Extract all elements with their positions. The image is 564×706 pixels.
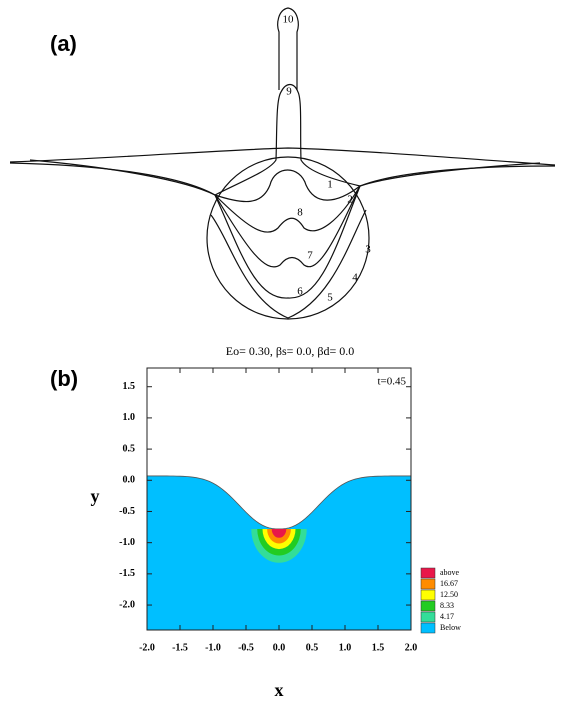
y-tick-label: 1.5 bbox=[123, 381, 136, 392]
curve-label: 5 bbox=[327, 292, 333, 304]
panel-label: (b) bbox=[50, 366, 78, 391]
y-tick-label: -1.0 bbox=[119, 537, 135, 548]
curve-label: 9 bbox=[286, 86, 292, 98]
legend-swatch bbox=[420, 622, 436, 634]
curve-label: 7 bbox=[307, 250, 313, 262]
plot-title: Eo= 0.30, βs= 0.0, βd= 0.0 bbox=[226, 344, 355, 358]
legend-swatch bbox=[420, 600, 436, 612]
y-tick-label: -1.5 bbox=[119, 568, 135, 579]
x-axis-label: x bbox=[275, 680, 284, 700]
x-tick-label: -1.0 bbox=[205, 642, 221, 653]
y-tick-label: -2.0 bbox=[119, 599, 135, 610]
y-tick-label: 0.5 bbox=[123, 443, 136, 454]
x-tick-label: -2.0 bbox=[139, 642, 155, 653]
x-tick-label: 1.0 bbox=[339, 642, 352, 653]
drop-sketch bbox=[9, 7, 556, 320]
legend-label: above bbox=[440, 568, 460, 577]
legend-label: 16.67 bbox=[440, 579, 458, 588]
curve-label: 2 bbox=[347, 194, 353, 206]
curve-label: 3 bbox=[365, 244, 371, 256]
legend-label: 4.17 bbox=[440, 612, 454, 621]
curve-label: 10 bbox=[283, 14, 295, 26]
curve-label: 6 bbox=[297, 286, 303, 298]
legend-label: Below bbox=[440, 623, 461, 632]
panel-label: (a) bbox=[50, 31, 77, 56]
curve-label: 8 bbox=[297, 207, 303, 219]
legend-label: 12.50 bbox=[440, 590, 458, 599]
x-tick-label: -0.5 bbox=[238, 642, 254, 653]
curve-label: 1 bbox=[327, 179, 333, 191]
y-axis-label: y bbox=[91, 486, 100, 506]
y-tick-label: 0.0 bbox=[123, 475, 136, 486]
x-tick-label: 1.5 bbox=[372, 642, 385, 653]
x-tick-label: 0.5 bbox=[306, 642, 319, 653]
x-tick-label: 0.0 bbox=[273, 642, 286, 653]
curve-label: 4 bbox=[352, 272, 358, 284]
legend-swatch bbox=[420, 611, 436, 623]
time-label: t=0.45 bbox=[377, 376, 406, 388]
legend-swatch bbox=[420, 589, 436, 601]
y-tick-label: -0.5 bbox=[119, 506, 135, 517]
legend-swatch bbox=[420, 578, 436, 590]
y-tick-label: 1.0 bbox=[123, 412, 136, 423]
legend-swatch bbox=[420, 567, 436, 579]
legend-label: 8.33 bbox=[440, 601, 454, 610]
concentration-contour bbox=[271, 528, 287, 538]
x-tick-label: 2.0 bbox=[405, 642, 418, 653]
x-tick-label: -1.5 bbox=[172, 642, 188, 653]
